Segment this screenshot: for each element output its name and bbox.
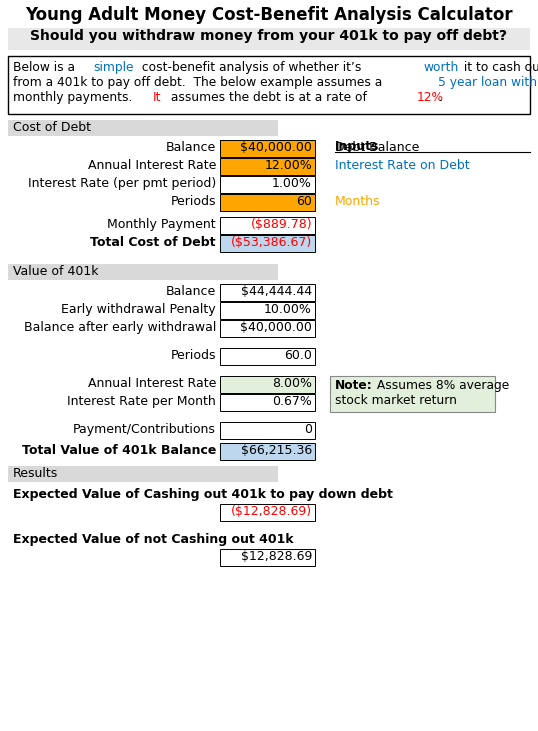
Text: Periods: Periods — [171, 349, 216, 362]
Text: $66,215.36: $66,215.36 — [240, 444, 312, 457]
Text: Interest Rate (per pmt period): Interest Rate (per pmt period) — [28, 177, 216, 190]
Text: 12.00%: 12.00% — [264, 159, 312, 172]
Text: it to cash out money: it to cash out money — [461, 61, 538, 74]
Text: stock market return: stock market return — [335, 394, 457, 407]
Text: It: It — [152, 91, 161, 104]
Text: Results: Results — [13, 467, 58, 480]
Text: Inputs: Inputs — [335, 140, 379, 153]
Bar — [220, 284, 315, 301]
Text: Note:: Note: — [335, 379, 373, 392]
Text: Expected Value of not Cashing out 401k: Expected Value of not Cashing out 401k — [13, 533, 294, 546]
Text: 60.0: 60.0 — [284, 349, 312, 362]
Text: monthly payments.: monthly payments. — [13, 91, 140, 104]
Bar — [220, 235, 315, 252]
Text: Young Adult Money Cost-Benefit Analysis Calculator: Young Adult Money Cost-Benefit Analysis … — [25, 6, 513, 24]
Text: 60: 60 — [296, 195, 312, 208]
Text: Payment/Contributions: Payment/Contributions — [73, 423, 216, 436]
Text: Value of 401k: Value of 401k — [13, 265, 98, 278]
Bar — [220, 549, 315, 566]
Text: Annual Interest Rate: Annual Interest Rate — [88, 377, 216, 390]
Text: Annual Interest Rate: Annual Interest Rate — [88, 159, 216, 172]
Text: $44,444.44: $44,444.44 — [241, 285, 312, 298]
Bar — [8, 28, 530, 50]
Text: Interest Rate per Month: Interest Rate per Month — [67, 395, 216, 408]
Text: Monthly Payment: Monthly Payment — [108, 218, 216, 231]
Text: 1.00%: 1.00% — [272, 177, 312, 190]
Text: $40,000.00: $40,000.00 — [240, 141, 312, 154]
Text: Below is a: Below is a — [13, 61, 79, 74]
Bar — [220, 140, 315, 157]
Text: simple: simple — [94, 61, 134, 74]
Bar — [220, 394, 315, 411]
Bar — [8, 120, 278, 136]
Bar — [220, 422, 315, 439]
Text: cost-benefit analysis of whether it’s: cost-benefit analysis of whether it’s — [138, 61, 365, 74]
Bar — [220, 320, 315, 337]
Text: Balance: Balance — [166, 141, 216, 154]
Bar — [8, 56, 530, 114]
Text: worth: worth — [423, 61, 459, 74]
Text: Periods: Periods — [171, 195, 216, 208]
Text: Total Value of 401k Balance: Total Value of 401k Balance — [22, 444, 216, 457]
Text: $40,000.00: $40,000.00 — [240, 321, 312, 334]
Bar — [330, 376, 495, 412]
Text: ($889.78): ($889.78) — [250, 218, 312, 231]
Text: ($53,386.67): ($53,386.67) — [231, 236, 312, 249]
Bar — [220, 302, 315, 319]
Bar — [8, 264, 278, 280]
Text: assumes the debt is at a rate of: assumes the debt is at a rate of — [167, 91, 371, 104]
Text: Interest Rate on Debt: Interest Rate on Debt — [335, 159, 470, 172]
Bar — [220, 158, 315, 175]
Bar — [8, 466, 278, 482]
Text: .: . — [438, 91, 442, 104]
Text: 8.00%: 8.00% — [272, 377, 312, 390]
Text: 0: 0 — [304, 423, 312, 436]
Bar — [220, 376, 315, 393]
Bar — [220, 348, 315, 365]
Text: Cost of Debt: Cost of Debt — [13, 121, 91, 134]
Text: 12%: 12% — [416, 91, 443, 104]
Text: from a 401k to pay off debt.  The below example assumes a: from a 401k to pay off debt. The below e… — [13, 76, 386, 89]
Text: 10.00%: 10.00% — [264, 303, 312, 316]
Text: Should you withdraw money from your 401k to pay off debt?: Should you withdraw money from your 401k… — [31, 29, 507, 43]
Text: Early withdrawal Penalty: Early withdrawal Penalty — [61, 303, 216, 316]
Text: ($12,828.69): ($12,828.69) — [231, 505, 312, 518]
Text: 0.67%: 0.67% — [272, 395, 312, 408]
Text: 5 year loan with: 5 year loan with — [438, 76, 537, 89]
Bar — [220, 443, 315, 460]
Bar — [220, 217, 315, 234]
Text: Months: Months — [335, 195, 380, 208]
Bar — [220, 176, 315, 193]
Text: Balance after early withdrawal: Balance after early withdrawal — [24, 321, 216, 334]
Text: Total Cost of Debt: Total Cost of Debt — [90, 236, 216, 249]
Text: Debt Balance: Debt Balance — [335, 141, 420, 154]
Text: Expected Value of Cashing out 401k to pay down debt: Expected Value of Cashing out 401k to pa… — [13, 488, 393, 501]
Bar — [220, 194, 315, 211]
Text: $12,828.69: $12,828.69 — [240, 550, 312, 563]
Bar — [220, 504, 315, 521]
Text: Assumes 8% average: Assumes 8% average — [373, 379, 509, 392]
Text: Balance: Balance — [166, 285, 216, 298]
